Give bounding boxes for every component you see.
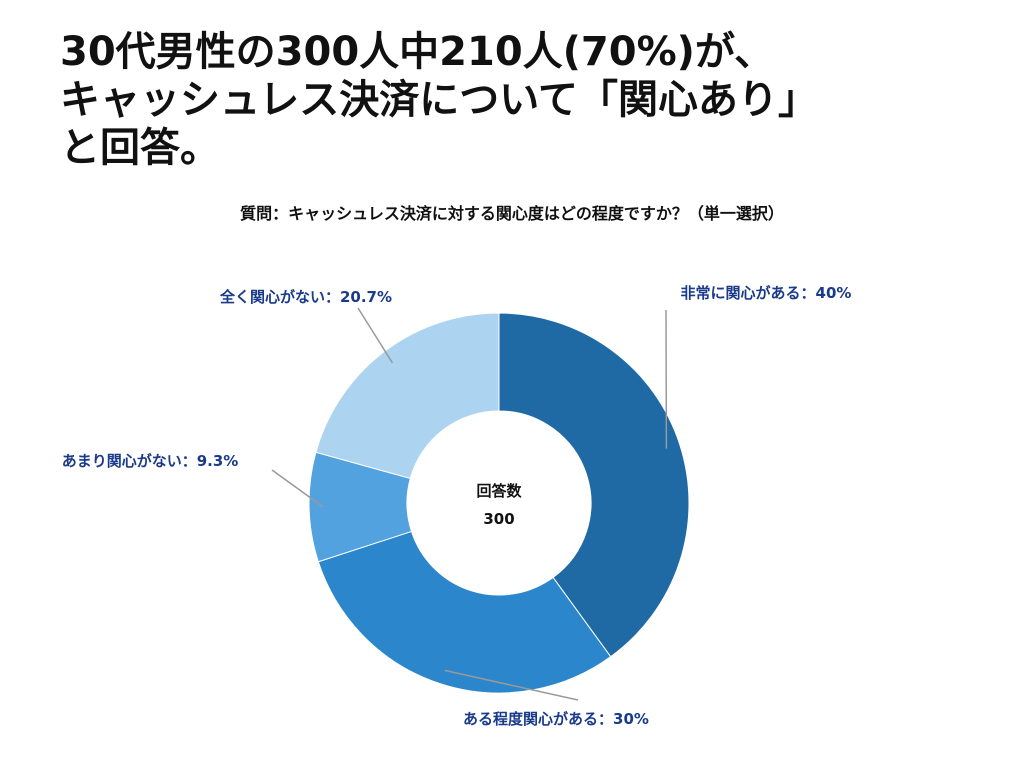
slice-label: 非常に関心がある：40%: [681, 284, 852, 302]
slice-label: 全く関心がない：20.7%: [219, 288, 392, 306]
headline-line-3: と回答。: [60, 125, 220, 171]
leader-line: [357, 307, 394, 364]
donut-slice: [317, 530, 612, 694]
center-label: 回答数: [476, 482, 522, 500]
donut-slice: [315, 312, 500, 480]
headline-line-1: 30代男性の300人中210人(70%)が、: [60, 29, 775, 75]
headline: 30代男性の300人中210人(70%)が、 キャッシュレス決済について「関心あ…: [60, 28, 1000, 172]
leader-line: [271, 469, 324, 508]
slice-label: あまり関心がない：9.3%: [62, 452, 239, 470]
slice-label: ある程度関心がある：30%: [463, 710, 649, 728]
donut-slice: [498, 312, 690, 658]
headline-line-2: キャッシュレス決済について「関心あり」: [60, 77, 818, 123]
leader-line: [444, 669, 579, 701]
survey-question: 質問：キャッシュレス決済に対する関心度はどの程度ですか？（単一選択）: [240, 204, 784, 223]
center-value: 300: [483, 510, 514, 528]
